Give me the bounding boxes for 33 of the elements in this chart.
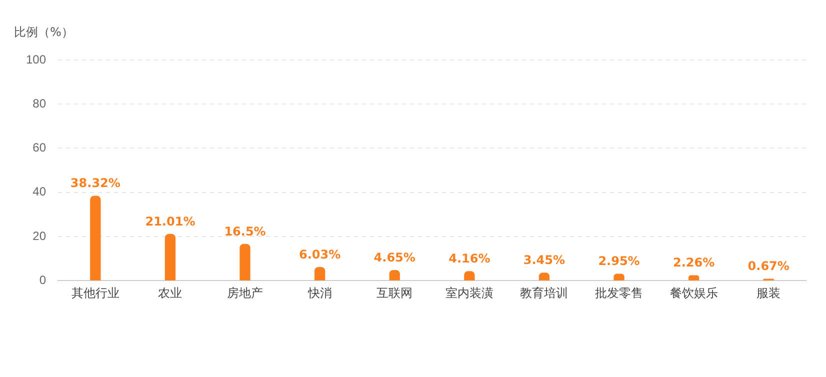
y-tick-label: 0 — [39, 272, 46, 287]
bar — [90, 196, 101, 280]
y-axis-title: 比例（%） — [14, 24, 74, 41]
data-label: 2.95% — [598, 254, 640, 268]
x-tick-label: 其他行业 — [71, 286, 120, 300]
data-label: 0.67% — [748, 259, 790, 274]
x-tick-label: 室内装潢 — [445, 286, 494, 300]
bar — [164, 234, 176, 280]
data-label: 3.45% — [523, 253, 566, 268]
data-label: 4.16% — [448, 252, 490, 266]
data-label: 4.65% — [374, 250, 416, 264]
x-tick-label: 互联网 — [376, 286, 413, 300]
x-tick-label: 服装 — [756, 286, 781, 300]
bar — [614, 274, 624, 280]
x-tick-label: 批发零售 — [595, 286, 644, 300]
bar — [314, 266, 326, 280]
bar — [688, 275, 700, 280]
data-label: 38.32% — [70, 176, 120, 190]
bar — [240, 244, 250, 280]
data-label: 21.01% — [145, 214, 196, 228]
data-label: 2.26% — [672, 256, 715, 270]
x-tick-label: 教育培训 — [520, 286, 568, 300]
y-tick-label: 20 — [32, 228, 46, 243]
y-tick-label: 60 — [32, 140, 46, 155]
x-tick-label: 快消 — [306, 286, 332, 300]
data-label: 16.5% — [224, 224, 266, 238]
x-tick-label: 房地产 — [227, 286, 264, 300]
x-tick-label: 餐饮娱乐 — [670, 286, 718, 300]
x-tick-label: 农业 — [158, 286, 182, 300]
data-label: 6.03% — [298, 247, 341, 262]
y-tick-label: 80 — [32, 96, 46, 110]
y-tick-label: 40 — [32, 184, 46, 199]
y-tick-label: 100 — [26, 52, 46, 66]
